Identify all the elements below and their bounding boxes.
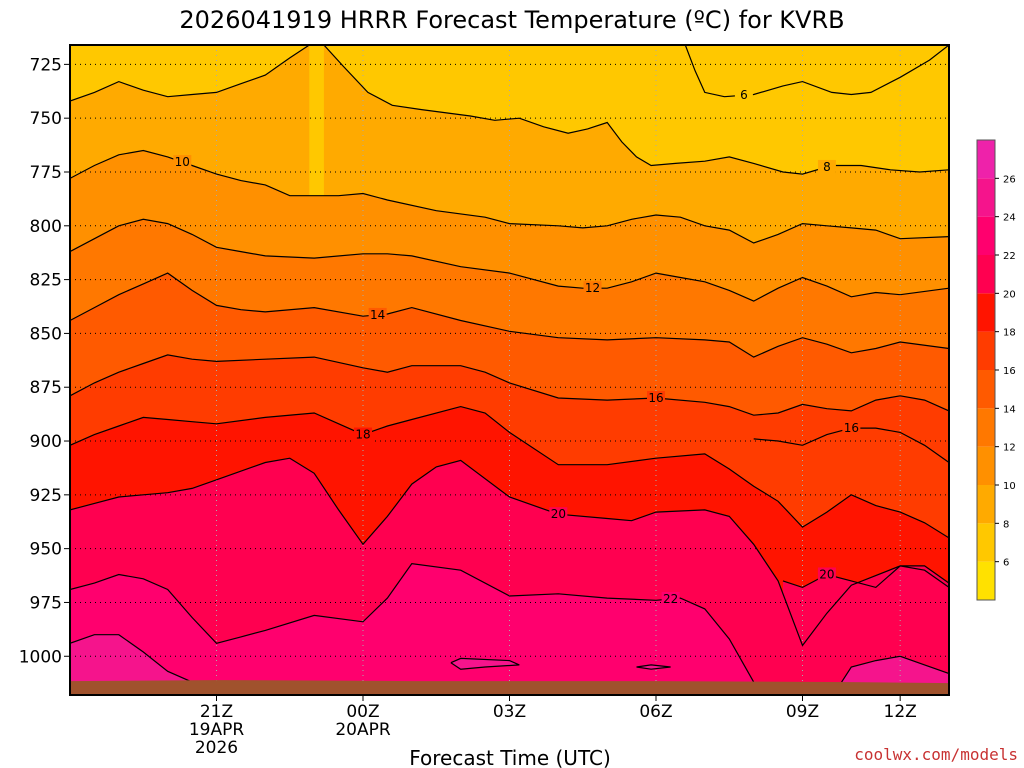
- x-tick-label: 21Z: [200, 702, 233, 722]
- colorbar-band: [977, 523, 995, 562]
- isotherm-label-bg: [354, 427, 372, 442]
- isotherm-labels: 6 8 10 12 14 16 18 16 20 20 22: [173, 88, 861, 607]
- y-tick-label: 850: [30, 324, 62, 344]
- isotherm-label: 12: [585, 281, 600, 295]
- isotherm-label: 18: [355, 428, 370, 442]
- isotherm-12: [70, 218, 949, 302]
- colorbar-band: [977, 370, 995, 409]
- isotherm-label: 8: [823, 160, 831, 174]
- credit-text: coolwx.com/models: [854, 745, 1018, 764]
- colorbar-tick-label: 26: [1003, 174, 1016, 185]
- isotherm-label-bg: [583, 281, 602, 296]
- grid-lines: [70, 45, 949, 695]
- x-tick-label: 12Z: [884, 702, 917, 722]
- isotherm-24: [841, 655, 949, 683]
- isotherm-24: [450, 657, 520, 670]
- x-axis-label: Forecast Time (UTC): [409, 746, 611, 768]
- colorbar-tick-label: 8: [1003, 519, 1009, 530]
- colorbar-band: [977, 331, 995, 370]
- colorbar-tick-label: 24: [1003, 213, 1016, 224]
- isotherm-label: 14: [370, 308, 385, 322]
- isotherm-label-bg: [661, 592, 680, 607]
- isotherm-label: 6: [740, 88, 748, 102]
- colorbar-band: [977, 561, 995, 600]
- x-tick-label: 06Z: [639, 702, 672, 722]
- isotherm-20: [782, 565, 949, 589]
- colorbar-tick-label: 22: [1003, 251, 1016, 262]
- y-tick-label: 925: [30, 486, 62, 506]
- isotherm-8: [70, 45, 310, 102]
- y-tick-label: 975: [30, 593, 62, 613]
- isotherm-label-bg: [173, 155, 192, 170]
- y-axis: 725 750 775 800 825 850 875 900 925 950 975 1000: [19, 55, 70, 667]
- colorbar-tick-label: 10: [1003, 481, 1016, 492]
- isotherm-20: [70, 457, 949, 647]
- colorbar-tick-label: 12: [1003, 443, 1016, 454]
- y-tick-label: 950: [30, 540, 62, 560]
- isotherm-lines: [70, 45, 949, 683]
- isotherm-label-bg: [817, 159, 836, 174]
- x-tick-label: 2026: [195, 738, 238, 758]
- colorbar-tick-label: 20: [1003, 289, 1016, 300]
- y-tick-label: 1000: [19, 647, 62, 667]
- x-tick-label: 00Z: [346, 702, 379, 722]
- colorbar: 6 8 10 12 14 16 18 20 22 24 26: [976, 139, 1016, 601]
- isotherm-label: 16: [648, 391, 663, 405]
- y-tick-label: 800: [30, 217, 62, 237]
- temperature-bands: [70, 45, 949, 695]
- y-tick-label: 900: [30, 432, 62, 452]
- isotherm-label-bg: [368, 307, 387, 322]
- isotherm-label-bg: [734, 88, 753, 103]
- x-tick-label: 09Z: [786, 702, 819, 722]
- isotherm-label-bg: [647, 390, 665, 405]
- isotherm-label-bg: [549, 507, 568, 522]
- y-tick-label: 875: [30, 378, 62, 398]
- isotherm-label: 10: [175, 155, 190, 169]
- isotherm-24: [636, 664, 671, 670]
- isotherm-label: 20: [551, 507, 566, 521]
- band-fill: [70, 634, 193, 695]
- colorbar-band: [977, 216, 995, 255]
- colorbar-band: [977, 408, 995, 447]
- colorbar-tick-label: 18: [1003, 328, 1016, 339]
- isotherm-14: [70, 272, 949, 358]
- isotherm-16: [70, 354, 949, 416]
- isotherm-label-bg: [817, 567, 836, 582]
- colorbar-band: [977, 178, 995, 217]
- colorbar-tick-label: 14: [1003, 404, 1016, 415]
- colorbar-band: [977, 140, 995, 179]
- y-tick-label: 775: [30, 163, 62, 183]
- isotherm-10: [70, 149, 949, 244]
- colorbar-tick-label: 6: [1003, 558, 1009, 569]
- band-fill: [450, 658, 520, 670]
- isotherm-label: 22: [663, 592, 678, 606]
- isotherm-18: [70, 405, 949, 539]
- isotherm-label: 16: [844, 421, 859, 435]
- plot-area: [70, 45, 949, 695]
- isotherm-label-bg: [842, 421, 861, 436]
- colorbar-tick-label: 16: [1003, 366, 1016, 377]
- y-tick-label: 825: [30, 271, 62, 291]
- x-tick-label: 20APR: [335, 720, 391, 740]
- colorbar-band: [977, 293, 995, 332]
- ground-surface: [70, 680, 949, 695]
- isotherm-6: [684, 45, 949, 98]
- y-tick-label: 750: [30, 109, 62, 129]
- colorbar-band: [977, 255, 995, 294]
- x-tick-label: 03Z: [493, 702, 526, 722]
- colorbar-band: [977, 485, 995, 524]
- x-tick-label: 19APR: [189, 720, 245, 740]
- isotherm-label: 20: [819, 567, 834, 581]
- isotherm-24: [70, 634, 193, 683]
- colorbar-band: [977, 446, 995, 485]
- chart-title: 2026041919 HRRR Forecast Temperature (ºC…: [179, 6, 844, 34]
- y-tick-label: 725: [30, 55, 62, 75]
